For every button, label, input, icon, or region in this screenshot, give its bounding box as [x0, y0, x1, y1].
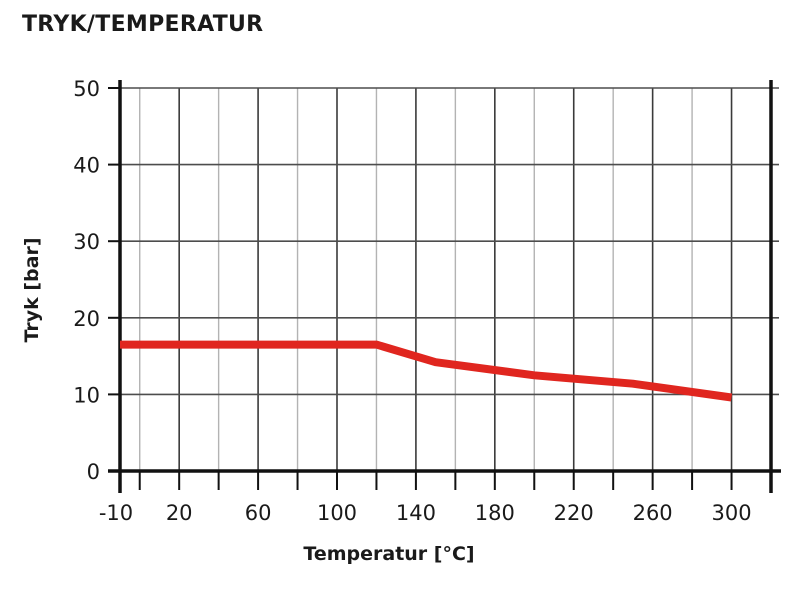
x-axis-title: Temperatur [°C] — [303, 543, 474, 565]
y-tick-label: 20 — [73, 307, 100, 331]
series-layer — [120, 340, 733, 402]
grid — [120, 87, 779, 471]
y-tick-label: 50 — [73, 77, 100, 101]
y-tick-label: 10 — [73, 383, 100, 407]
y-tick-label: 30 — [73, 230, 100, 254]
x-tick-label: 100 — [317, 501, 357, 525]
x-tick-label: 220 — [554, 501, 594, 525]
pressure-series-line — [120, 340, 733, 402]
y-tick-label: 40 — [73, 154, 100, 178]
x-tick-label: 180 — [475, 501, 515, 525]
y-axis-title: Tryk [bar] — [21, 237, 43, 342]
x-tick-label: 20 — [166, 501, 193, 525]
x-tick-label: -10 — [99, 501, 133, 525]
x-tick-label: 140 — [396, 501, 436, 525]
y-tick-label: 0 — [87, 460, 100, 484]
chart-title: TRYK/TEMPERATUR — [22, 12, 264, 37]
x-tick-label: 60 — [245, 501, 272, 525]
axes — [108, 80, 781, 493]
tick-labels: 0 10 20 30 40 50 -10 20 60 100 140 180 220 260 300 — [73, 77, 751, 525]
x-tick-label: 260 — [633, 501, 673, 525]
x-tick-label: 300 — [711, 501, 751, 525]
